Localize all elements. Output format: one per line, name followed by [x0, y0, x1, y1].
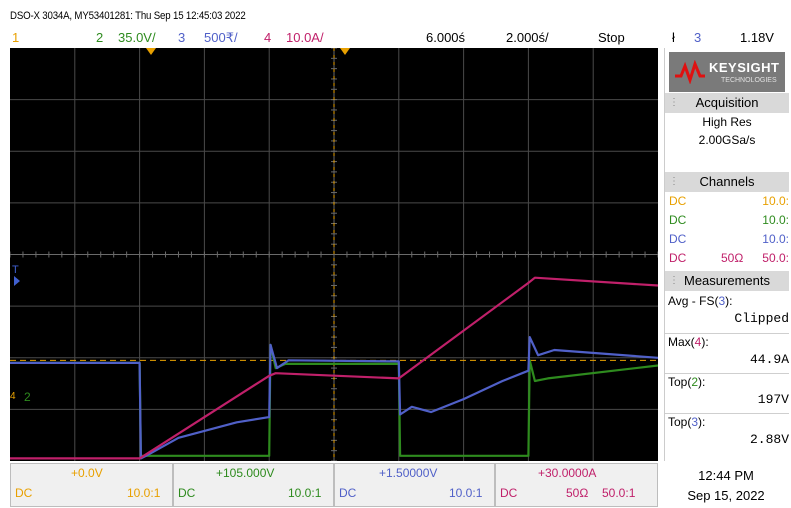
measurement-channel: 3	[718, 294, 726, 308]
ch3-info-cell[interactable]: +1.50000V DC 10.0:1	[334, 463, 495, 507]
ch4-offset: +30.0000A	[538, 466, 597, 480]
measurement-name: Top	[668, 375, 688, 389]
channels-header[interactable]: ⋮ Channels	[665, 172, 789, 192]
trace-ch2	[10, 343, 658, 457]
channel-coupling: DC	[669, 232, 687, 246]
ch3-scale[interactable]: 500₹/	[204, 30, 238, 45]
waveform-display[interactable]: T 4 2	[10, 48, 658, 461]
trace-ch3	[10, 336, 658, 460]
trigger-position-marker-icon[interactable]	[146, 48, 156, 55]
ch2-info-cell[interactable]: +105.000V DC 10.0:1	[173, 463, 334, 507]
measurement-channel: 4	[694, 335, 702, 349]
clock-time: 12:44 PM	[698, 468, 754, 483]
channel-row[interactable]: DC 50Ω 50.0:	[665, 251, 789, 269]
ch4-ground-marker[interactable]: 4	[10, 391, 16, 402]
center-marker-icon[interactable]	[340, 48, 350, 55]
channel-coupling: DC	[669, 213, 687, 227]
ch1-offset: +0.0V	[71, 466, 103, 480]
brand-sub: TECHNOLOGIES	[721, 77, 777, 84]
ch1-label[interactable]: 1	[12, 30, 20, 45]
ch2-label[interactable]: 2	[96, 30, 104, 45]
run-state[interactable]: Stop	[598, 30, 625, 45]
trace-ch4	[10, 276, 658, 460]
channel-probe: 10.0:	[762, 232, 789, 246]
measurement-item[interactable]: Max(4): 44.9A	[665, 333, 789, 372]
ch1-probe: 10.0:1	[127, 486, 161, 500]
ch4-scale[interactable]: 10.0A/	[286, 30, 324, 45]
waveform-traces	[10, 48, 658, 461]
channel-row[interactable]: DC 10.0:	[665, 194, 789, 212]
side-panel: KEYSIGHT TECHNOLOGIES ⋮ Acquisition High …	[664, 48, 789, 461]
ch2-coupling: DC	[178, 486, 196, 500]
trigger-level-marker[interactable]: T	[12, 264, 19, 276]
ch4-info-cell[interactable]: +30.0000A DC 50Ω 50.0:1	[495, 463, 658, 507]
measurement-channel: 2	[691, 375, 699, 389]
channel-probe: 50.0:	[762, 251, 789, 265]
clock-date: Sep 15, 2022	[687, 488, 765, 503]
graticule	[10, 48, 658, 461]
acq-rate: 2.00GSa/s	[698, 133, 756, 147]
measurement-value: 2.88V	[749, 432, 789, 447]
trigger-arrow-icon	[14, 276, 20, 286]
measurement-item[interactable]: Top(3): 2.88V	[665, 413, 789, 452]
ch3-offset: +1.50000V	[379, 466, 438, 480]
channel-row[interactable]: DC 10.0:	[665, 213, 789, 231]
ch3-coupling: DC	[339, 486, 357, 500]
time-scale[interactable]: 2.000ś/	[506, 30, 549, 45]
measurement-value: 197V	[757, 392, 789, 407]
channel-probe: 10.0:	[762, 213, 789, 227]
trigger-level[interactable]: 1.18V	[740, 30, 774, 45]
ch2-probe: 10.0:1	[288, 486, 322, 500]
measurement-label: Max(4):	[668, 335, 709, 349]
ch1-info-cell[interactable]: +0.0V DC 10.0:1	[10, 463, 173, 507]
trigger-icon: ł	[672, 30, 675, 45]
measurement-item[interactable]: Avg - FS(3): Clipped	[665, 293, 789, 331]
measurement-label: Top(2):	[668, 375, 706, 389]
measurement-name: Top	[668, 415, 688, 429]
ch4-probe: 50.0:1	[602, 486, 636, 500]
measurement-value: 44.9A	[749, 352, 789, 367]
channel-coupling: DC	[669, 251, 687, 265]
ch2-scale[interactable]: 35.0V/	[118, 30, 156, 45]
ch4-coupling: DC	[500, 486, 518, 500]
channel-row[interactable]: DC 10.0:	[665, 232, 789, 250]
keysight-wave-icon	[675, 60, 705, 84]
acquisition-header[interactable]: ⋮ Acquisition	[665, 93, 789, 113]
measurement-item[interactable]: Top(2): 197V	[665, 373, 789, 412]
brand-name: KEYSIGHT	[709, 60, 780, 75]
measurement-name: Avg - FS	[668, 294, 715, 308]
ch1-coupling: DC	[15, 486, 33, 500]
trigger-channel[interactable]: 3	[694, 30, 702, 45]
channel-probe: 10.0:	[762, 194, 789, 208]
time-delay[interactable]: 6.000ś	[426, 30, 466, 45]
ch4-label[interactable]: 4	[264, 30, 272, 45]
brand-logo: KEYSIGHT TECHNOLOGIES	[669, 52, 785, 92]
measurement-label: Top(3):	[668, 415, 706, 429]
measurements-header[interactable]: ⋮ Measurements	[665, 271, 789, 291]
channel-coupling: DC	[669, 194, 687, 208]
ch2-ground-marker[interactable]: 2	[24, 390, 31, 404]
measurement-name: Max	[668, 335, 691, 349]
measurement-label: Avg - FS(3):	[668, 294, 733, 308]
measurement-channel: 3	[691, 415, 699, 429]
measurement-value: Clipped	[734, 311, 789, 326]
ch3-label[interactable]: 3	[178, 30, 186, 45]
acq-mode: High Res	[702, 115, 752, 129]
waveform-plot	[10, 48, 658, 461]
ch4-impedance: 50Ω	[566, 486, 589, 500]
ch3-probe: 10.0:1	[449, 486, 483, 500]
channel-impedance: 50Ω	[721, 251, 744, 265]
title-line: DSO-X 3034A, MY53401281: Thu Sep 15 12:4…	[10, 10, 246, 22]
ch2-offset: +105.000V	[216, 466, 275, 480]
